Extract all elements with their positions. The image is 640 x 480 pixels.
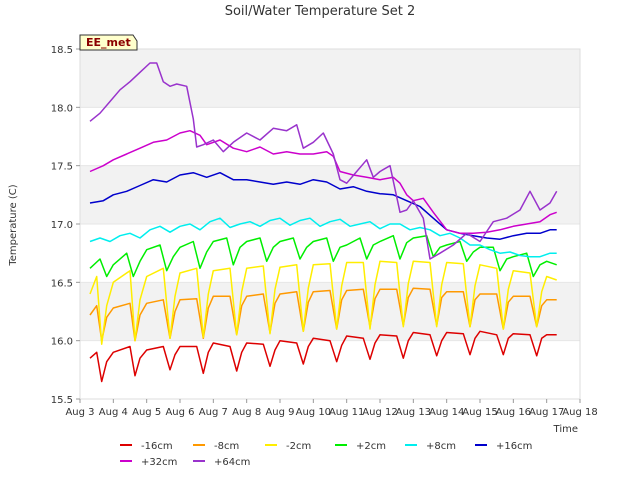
x-tick-label: Aug 11 [329, 407, 364, 418]
x-tick-label: Aug 6 [165, 407, 194, 418]
series-line--8cm [89, 287, 557, 342]
x-tick-label: Aug 8 [232, 407, 261, 418]
station-badge-box [79, 34, 138, 51]
station-badge-label: EE_met [86, 36, 131, 49]
legend-item: +32cm [120, 457, 177, 468]
y-axis-ticks: 15.5 16.0 16.5 17.0 17.5 18.0 18.5 [51, 45, 80, 406]
x-tick-label: Aug 16 [496, 407, 531, 418]
x-tick-label: Aug 9 [265, 407, 294, 418]
x-tick-label: Aug 3 [65, 407, 94, 418]
x-tick-label: Aug 7 [199, 407, 228, 418]
plot-band [80, 107, 580, 166]
x-tick-label: Aug 5 [132, 407, 161, 418]
y-tick-label: 18.0 [51, 103, 73, 114]
legend-item: +8cm [405, 441, 456, 452]
y-axis-label: Temperature (C) [8, 184, 19, 266]
series-line--16cm [89, 330, 557, 383]
legend-item: +16cm [475, 441, 532, 452]
legend-item: -2cm [265, 441, 311, 452]
plot-band [80, 49, 580, 108]
x-axis-label: Time [553, 424, 578, 435]
y-tick-label: 18.5 [51, 45, 73, 56]
x-tick-label: Aug 18 [562, 407, 597, 418]
series-line-+64cm [89, 62, 558, 260]
legend-label: +32cm [141, 457, 177, 468]
legend-label: -16cm [141, 441, 173, 452]
x-tick-label: Aug 13 [396, 407, 431, 418]
legend-label: +16cm [496, 441, 532, 452]
legend-label: -2cm [286, 441, 311, 452]
legend-label: -8cm [214, 441, 239, 452]
legend-label: +2cm [356, 441, 386, 452]
y-tick-label: 17.5 [51, 162, 73, 173]
plot-band [80, 340, 580, 399]
series-line-+8cm [89, 217, 557, 258]
station-badge: EE_met [79, 34, 138, 51]
legend-item: -16cm [120, 441, 173, 452]
series-line--2cm [89, 260, 557, 345]
series-line-+2cm [89, 234, 557, 278]
x-tick-label: Aug 17 [529, 407, 564, 418]
x-tick-label: Aug 10 [296, 407, 331, 418]
y-tick-label: 16.0 [51, 337, 73, 348]
series-layer [89, 62, 558, 383]
y-tick-label: 17.0 [51, 220, 73, 231]
y-tick-label: 15.5 [51, 395, 73, 406]
x-tick-label: Aug 15 [462, 407, 497, 418]
x-axis-ticks: Aug 3 Aug 4 Aug 5 Aug 6 Aug 7 Aug 8 Aug 9 Aug 1… [65, 399, 598, 418]
plot-band [80, 165, 580, 224]
legend: -16cm -8cm -2cm +2cm +8cm +16cm +32cm +64cm [120, 441, 532, 468]
legend-item: -8cm [193, 441, 239, 452]
x-tick-label: Aug 12 [362, 407, 397, 418]
legend-item: +2cm [335, 441, 386, 452]
plot-bands [80, 49, 580, 399]
legend-item: +64cm [193, 457, 250, 468]
legend-label: +64cm [214, 457, 250, 468]
legend-label: +8cm [426, 441, 456, 452]
chart-title: Soil/Water Temperature Set 2 [225, 4, 416, 19]
x-tick-label: Aug 4 [99, 407, 128, 418]
series-line-+16cm [89, 171, 557, 240]
x-tick-label: Aug 14 [429, 407, 464, 418]
y-tick-label: 16.5 [51, 278, 73, 289]
